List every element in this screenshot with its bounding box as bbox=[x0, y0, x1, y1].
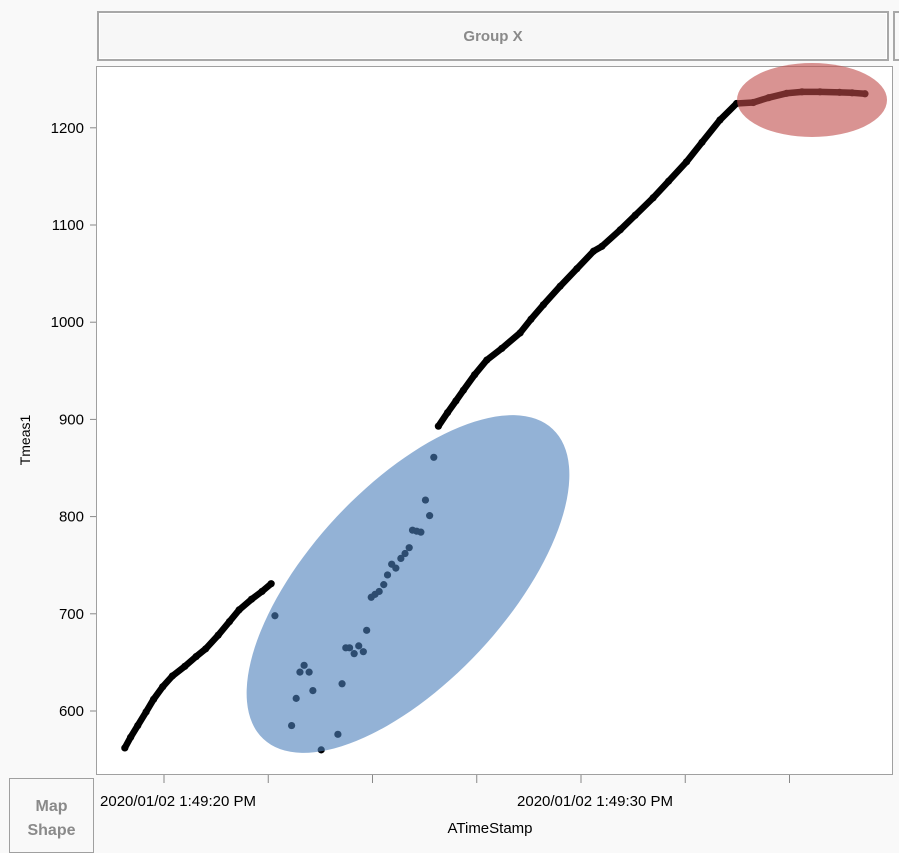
y-tick-label: 800 bbox=[59, 509, 84, 526]
y-tick-label: 900 bbox=[59, 411, 84, 428]
y-tick-label: 600 bbox=[59, 703, 84, 720]
y-axis-title[interactable]: Tmeas1 bbox=[17, 415, 33, 466]
data-point bbox=[127, 733, 135, 741]
data-point bbox=[516, 329, 524, 337]
annotations bbox=[246, 63, 887, 753]
data-point bbox=[716, 116, 724, 124]
y-axis: 600 700 800 900 1000 1100 1200 bbox=[51, 120, 96, 720]
map-shape-label-line1: Map bbox=[35, 798, 68, 815]
group-x-drop-zone[interactable]: Group X bbox=[97, 11, 889, 61]
data-point bbox=[471, 371, 479, 379]
map-shape-drop-zone[interactable]: Map Shape bbox=[9, 778, 94, 853]
data-point bbox=[258, 587, 266, 596]
data-point bbox=[664, 177, 673, 185]
data-point bbox=[267, 580, 275, 588]
x-tick-label: 2020/01/02 1:49:30 PM bbox=[517, 793, 673, 810]
blue-ellipse-annotation bbox=[246, 415, 570, 753]
red-ellipse-annotation bbox=[737, 63, 887, 137]
data-point bbox=[159, 683, 167, 691]
data-point bbox=[192, 652, 200, 661]
data-point bbox=[202, 645, 210, 653]
data-point bbox=[483, 356, 491, 364]
data-point bbox=[649, 194, 657, 202]
x-axis-title[interactable]: ATimeStamp bbox=[447, 820, 532, 837]
series-trace bbox=[435, 88, 869, 430]
data-point bbox=[498, 344, 506, 353]
x-tick-label: 2020/01/02 1:49:20 PM bbox=[100, 793, 256, 810]
data-point bbox=[434, 422, 442, 430]
data-point bbox=[214, 631, 222, 639]
data-point bbox=[149, 695, 158, 703]
data-point bbox=[121, 744, 129, 752]
data-point bbox=[527, 315, 535, 323]
data-point bbox=[235, 606, 243, 614]
group-x-label: Group X bbox=[463, 27, 523, 45]
data-point bbox=[682, 158, 691, 166]
map-shape-label-line2: Shape bbox=[27, 822, 76, 839]
data-point bbox=[452, 397, 460, 405]
data-point bbox=[459, 386, 468, 394]
data-point bbox=[443, 408, 452, 417]
wrap-drop-zone[interactable] bbox=[893, 11, 899, 61]
y-tick-label: 1000 bbox=[51, 314, 84, 331]
x-axis: 2020/01/02 1:49:20 PM 2020/01/02 1:49:30 … bbox=[100, 775, 790, 810]
data-point bbox=[573, 265, 581, 273]
data-point bbox=[134, 721, 142, 730]
data-point bbox=[631, 211, 639, 219]
data-point bbox=[616, 226, 624, 234]
data-point bbox=[556, 282, 564, 290]
data-point bbox=[598, 242, 606, 250]
data-point bbox=[539, 301, 548, 309]
data-point bbox=[142, 708, 150, 716]
y-tick-label: 1100 bbox=[52, 217, 84, 234]
data-point bbox=[589, 247, 598, 255]
data-point bbox=[181, 662, 189, 670]
series-trace bbox=[121, 580, 275, 752]
data-point bbox=[225, 617, 234, 626]
data-point bbox=[168, 672, 176, 680]
data-point bbox=[247, 595, 256, 603]
y-tick-label: 700 bbox=[59, 606, 84, 623]
y-tick-label: 1200 bbox=[51, 120, 84, 137]
data-point bbox=[698, 138, 706, 146]
